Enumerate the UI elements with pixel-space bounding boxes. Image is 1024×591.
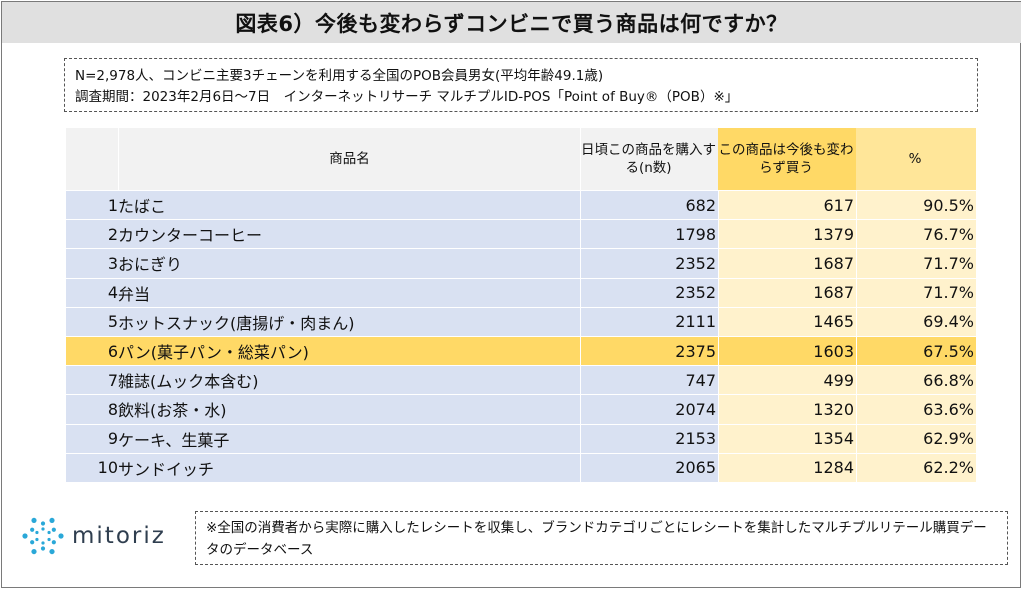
pct-cell: 90.5% [856, 191, 976, 220]
continue-cell: 1687 [718, 249, 856, 278]
continue-cell: 1687 [718, 278, 856, 307]
name-cell: たばこ [118, 191, 580, 220]
sun-burst-icon [22, 517, 64, 555]
continue-cell: 1284 [718, 453, 856, 482]
pct-cell: 63.6% [856, 395, 976, 424]
survey-note-line2: 調査期間：2023年2月6日～7日 インターネットリサーチ マルチプルID-PO… [75, 89, 739, 105]
pct-cell: 71.7% [856, 278, 976, 307]
logo-dot [58, 533, 64, 539]
table-body: 1 たばこ 682 617 90.5% 2 カウンターコーヒー 1798 1379 76.7% 3 お… [66, 190, 976, 482]
rank-cell: 2 [66, 220, 118, 249]
rank-cell: 3 [66, 249, 118, 278]
logo-dot [49, 548, 55, 555]
logo-dot [31, 517, 37, 524]
rank-cell: 5 [66, 307, 118, 336]
logo-dot [47, 530, 51, 535]
table-row: 6 パン(菓子パン・総菜パン) 2375 1603 67.5% [66, 335, 976, 366]
name-cell: 雑誌(ムック本含む) [118, 366, 580, 395]
continue-cell: 1465 [718, 307, 856, 336]
table-row: 3 おにぎり 2352 1687 71.7% [66, 248, 976, 278]
header-n: 日頃この商品を購入する(n数) [580, 128, 718, 190]
table-row: 4 弁当 2352 1687 71.7% [66, 277, 976, 307]
name-cell: パン(菓子パン・総菜パン) [118, 336, 580, 366]
pct-cell: 62.2% [856, 453, 976, 482]
name-cell: ケーキ、生菓子 [118, 424, 580, 453]
table-row: 2 カウンターコーヒー 1798 1379 76.7% [66, 219, 976, 249]
footnote: ※全国の消費者から実際に購入したレシートを収集し、ブランドカテゴリごとにレシート… [195, 511, 1008, 565]
name-cell: ホットスナック(唐揚げ・肉まん) [118, 307, 580, 336]
logo-dot [35, 537, 39, 542]
logo-dot [40, 546, 46, 551]
table-row: 1 たばこ 682 617 90.5% [66, 190, 976, 220]
continue-cell: 1354 [718, 424, 856, 453]
pct-cell: 71.7% [856, 249, 976, 278]
table-header: 商品名 日頃この商品を購入する(n数) この商品は今後も変わらず買う % [66, 128, 976, 190]
name-cell: カウンターコーヒー [118, 220, 580, 249]
n-cell: 2111 [580, 307, 718, 336]
continue-cell: 617 [718, 191, 856, 220]
name-cell: 飲料(お茶・水) [118, 395, 580, 424]
header-pct: % [856, 128, 976, 190]
logo-dot [40, 521, 46, 526]
name-cell: 弁当 [118, 278, 580, 307]
continue-cell: 499 [718, 366, 856, 395]
logo-dot [51, 540, 56, 545]
logo-dot [30, 527, 35, 532]
figure-title: 図表6）今後も変わらずコンビニで買う商品は何ですか？ [2, 2, 1021, 43]
continue-cell: 1379 [718, 220, 856, 249]
rank-cell: 9 [66, 424, 118, 453]
logo-dot [30, 540, 35, 545]
n-cell: 2153 [580, 424, 718, 453]
pct-cell: 67.5% [856, 336, 976, 366]
header-continue: この商品は今後も変わらず買う [718, 128, 856, 190]
logo-dot [41, 541, 45, 545]
logo-dot [41, 527, 45, 531]
ranking-table: 商品名 日頃この商品を購入する(n数) この商品は今後も変わらず買う % 1 たば… [66, 128, 976, 482]
n-cell: 2352 [580, 278, 718, 307]
rank-cell: 10 [66, 453, 118, 482]
rank-cell: 7 [66, 366, 118, 395]
logo-text: mitoriz [72, 523, 166, 549]
continue-cell: 1320 [718, 395, 856, 424]
n-cell: 2352 [580, 249, 718, 278]
survey-note: N=2,978人、コンビニ主要3チェーンを利用する全国のPOB会員男女(平均年齢… [64, 58, 978, 112]
pct-cell: 62.9% [856, 424, 976, 453]
name-cell: サンドイッチ [118, 453, 580, 482]
header-name: 商品名 [118, 128, 580, 190]
table-row: 10 サンドイッチ 2065 1284 62.2% [66, 452, 976, 482]
pct-cell: 69.4% [856, 307, 976, 336]
rank-cell: 6 [66, 336, 118, 366]
table-row: 8 飲料(お茶・水) 2074 1320 63.6% [66, 394, 976, 424]
n-cell: 2065 [580, 453, 718, 482]
pct-cell: 66.8% [856, 366, 976, 395]
rank-cell: 1 [66, 191, 118, 220]
rank-cell: 8 [66, 395, 118, 424]
survey-note-line1: N=2,978人、コンビニ主要3チェーンを利用する全国のPOB会員男女(平均年齢… [75, 68, 604, 84]
n-cell: 1798 [580, 220, 718, 249]
logo-dot [47, 537, 51, 542]
logo-dot [35, 530, 39, 535]
logo-dot [31, 548, 37, 555]
rank-cell: 4 [66, 278, 118, 307]
table-row: 5 ホットスナック(唐揚げ・肉まん) 2111 1465 69.4% [66, 306, 976, 336]
logo-dot [22, 533, 28, 539]
n-cell: 682 [580, 191, 718, 220]
header-rank [66, 128, 118, 190]
n-cell: 2074 [580, 395, 718, 424]
table-row: 9 ケーキ、生菓子 2153 1354 62.9% [66, 423, 976, 453]
logo-dot [51, 527, 56, 532]
continue-cell: 1603 [718, 336, 856, 366]
pct-cell: 76.7% [856, 220, 976, 249]
name-cell: おにぎり [118, 249, 580, 278]
table-row: 7 雑誌(ムック本含む) 747 499 66.8% [66, 365, 976, 395]
n-cell: 2375 [580, 336, 718, 366]
mitoriz-logo: mitoriz [22, 514, 166, 558]
n-cell: 747 [580, 366, 718, 395]
logo-dot [49, 517, 55, 524]
